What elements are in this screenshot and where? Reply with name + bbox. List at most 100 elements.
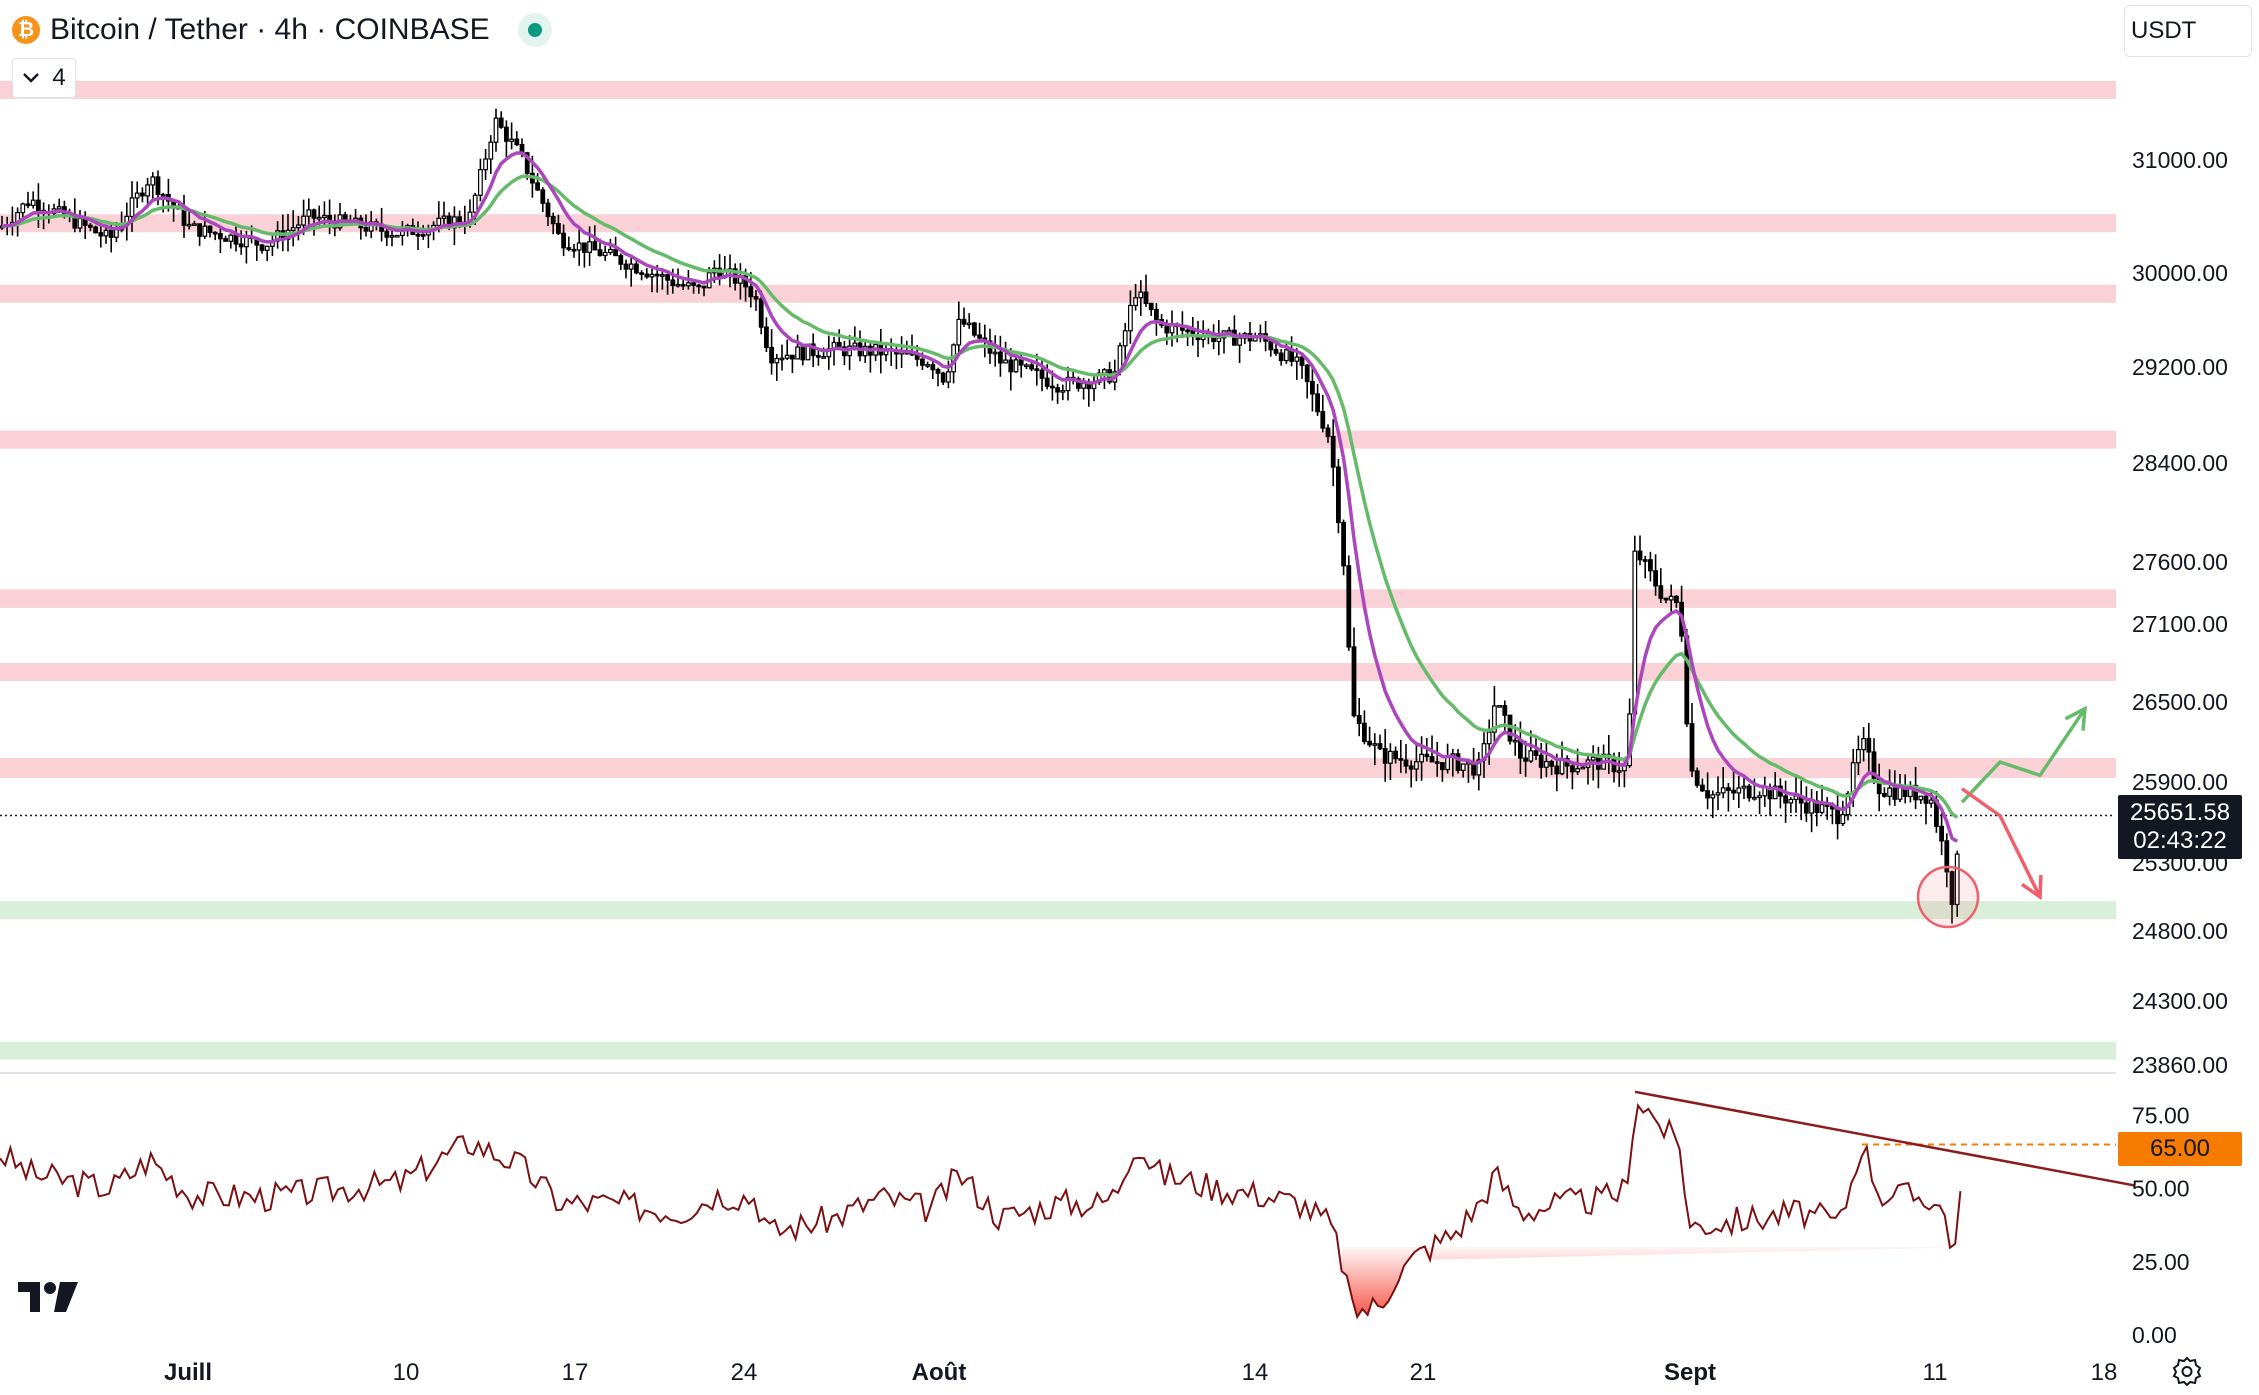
indicator-count: 4 xyxy=(52,64,66,91)
price-tick-label: 31000.00 xyxy=(2132,147,2228,173)
candle-body xyxy=(1060,390,1066,393)
settings-gear-icon[interactable] xyxy=(2172,1356,2202,1386)
support-zone xyxy=(0,901,2116,920)
candle-body xyxy=(1549,760,1555,767)
price-tick-label: 27100.00 xyxy=(2132,611,2228,637)
candle-body xyxy=(1533,750,1539,756)
candle-body xyxy=(441,215,447,219)
candle-body xyxy=(1694,770,1700,786)
candle-body xyxy=(1273,349,1279,354)
time-tick-label: 21 xyxy=(1410,1359,1437,1386)
candle-body xyxy=(795,346,800,360)
candle-body xyxy=(800,346,806,361)
candle-body xyxy=(1491,705,1497,733)
candle-body xyxy=(1148,302,1154,311)
currency-selector[interactable]: USDT xyxy=(2124,5,2252,57)
time-tick-label: 10 xyxy=(393,1359,420,1386)
candle-body xyxy=(1497,705,1503,708)
candle-body xyxy=(1419,753,1425,763)
candle-body xyxy=(140,192,145,197)
candle-body xyxy=(1377,743,1383,750)
candle-body xyxy=(613,248,618,257)
candle-body xyxy=(415,233,421,237)
candle-body xyxy=(218,233,223,240)
candle-body xyxy=(1445,756,1451,771)
candle-body xyxy=(545,202,551,218)
candle-body xyxy=(1512,739,1518,743)
candle-body xyxy=(1372,743,1378,746)
candle-body xyxy=(472,194,478,213)
candle-body xyxy=(1387,750,1393,764)
candle-body xyxy=(1809,800,1815,814)
candle-body xyxy=(103,229,109,237)
resistance-zone xyxy=(0,663,2116,681)
candle-body xyxy=(675,283,681,287)
candle-body xyxy=(1840,813,1846,825)
indicators-toggle-button[interactable]: 4 xyxy=(12,58,76,98)
candle-body xyxy=(1850,762,1856,795)
candle-body xyxy=(1398,758,1404,761)
resistance-zone xyxy=(0,80,2116,99)
candle-body xyxy=(1408,765,1414,770)
candle-body xyxy=(290,227,296,231)
candle-body xyxy=(639,272,644,275)
candle-body xyxy=(1304,364,1310,383)
candle-body xyxy=(509,138,514,142)
candle-body xyxy=(1647,559,1653,572)
candle-body xyxy=(1309,380,1315,395)
candle-body xyxy=(1788,798,1794,804)
candle-body xyxy=(696,284,702,288)
candle-body xyxy=(930,364,936,371)
price-axis: 31000.00 30000.00 29200.00 28400.00 27600.00… xyxy=(2132,147,2228,1078)
candle-body xyxy=(680,283,686,287)
candle-body xyxy=(150,176,156,186)
candle-body xyxy=(192,223,197,226)
candle-body xyxy=(1736,787,1742,794)
candle-body xyxy=(1367,740,1373,746)
candle-body xyxy=(197,223,203,237)
candle-body xyxy=(1216,337,1222,343)
symbol-title[interactable]: Bitcoin / Tether · 4h · COINBASE xyxy=(50,13,490,46)
candle-body xyxy=(592,241,598,251)
candle-body xyxy=(1455,753,1461,771)
ema-fast-line xyxy=(1,151,1959,843)
candle-body xyxy=(478,169,483,196)
candle-body xyxy=(1434,761,1440,764)
resistance-zone xyxy=(0,214,2116,233)
candle-body xyxy=(134,192,140,199)
candle-body xyxy=(1673,595,1679,604)
candle-body xyxy=(1413,761,1419,770)
candle-body xyxy=(1668,595,1674,601)
price-tick-label: 24300.00 xyxy=(2132,988,2228,1014)
candle-body xyxy=(966,322,972,326)
candle-body xyxy=(618,255,624,265)
candle-body xyxy=(212,231,218,235)
candle-body xyxy=(1081,382,1087,389)
bearish-scenario-arrow-head xyxy=(2021,874,2043,901)
candle-body xyxy=(940,372,946,383)
candle-body xyxy=(108,229,114,238)
bullish-scenario-arrow xyxy=(1960,707,2087,804)
candle-body xyxy=(1138,291,1144,299)
candle-body xyxy=(233,234,239,245)
candle-body xyxy=(1460,763,1466,771)
market-status-icon[interactable] xyxy=(517,13,552,47)
price-tick-label: 26500.00 xyxy=(2132,689,2228,715)
chart-header: ₿ Bitcoin / Tether · 4h · COINBASE xyxy=(12,8,552,52)
price-tick-label: 25900.00 xyxy=(2132,769,2228,795)
candle-body xyxy=(1439,762,1445,771)
candle-body xyxy=(665,274,670,281)
candle-body xyxy=(789,354,795,360)
candle-body xyxy=(1278,352,1284,362)
candle-body xyxy=(971,322,977,336)
candle-body xyxy=(186,223,192,227)
candle-body xyxy=(571,248,577,252)
candle-body xyxy=(925,364,930,367)
price-zones xyxy=(0,80,2116,1060)
candle-body xyxy=(160,193,166,197)
candle-body xyxy=(779,357,785,361)
candle-body xyxy=(35,199,41,212)
candle-body xyxy=(555,223,561,234)
tradingview-logo[interactable] xyxy=(18,1280,80,1314)
